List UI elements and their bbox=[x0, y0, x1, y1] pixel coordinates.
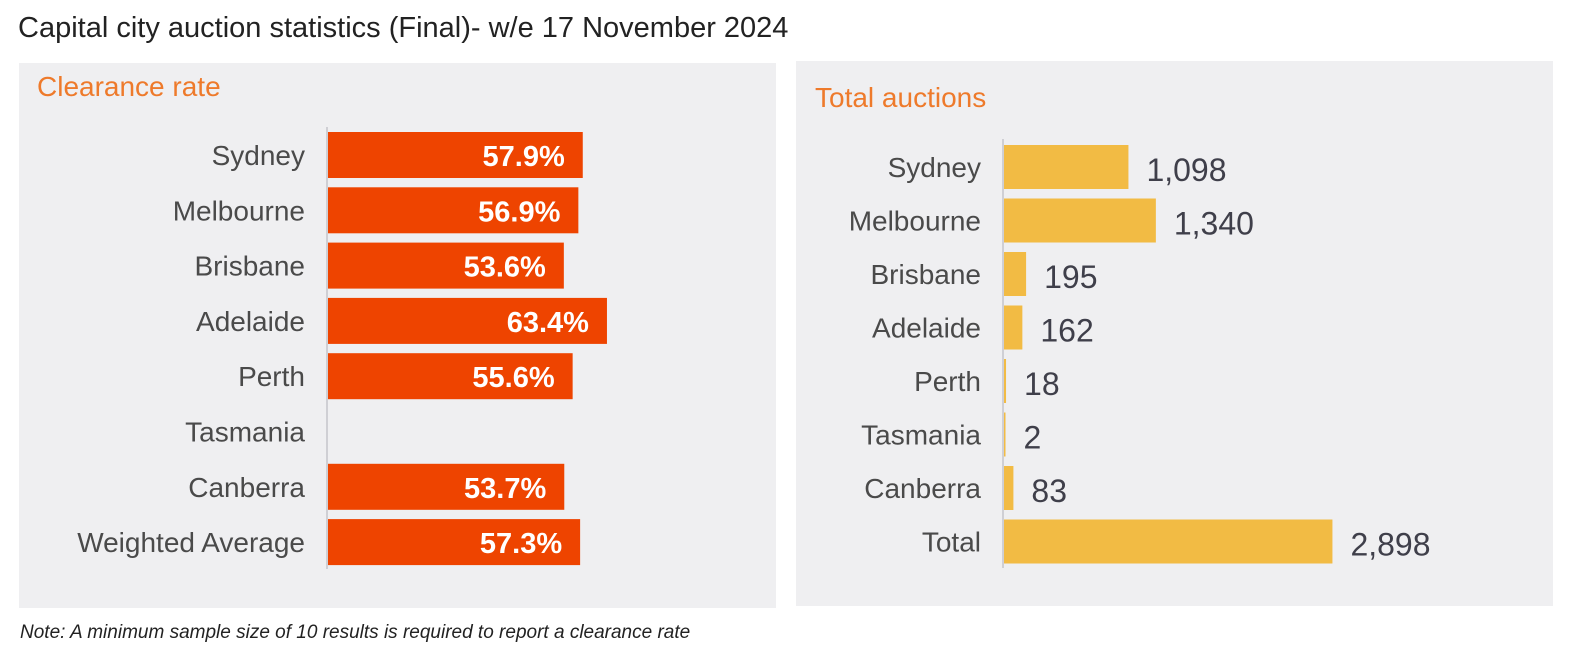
clearance-bar-brisbane bbox=[328, 242, 564, 289]
clearance-value-label-melbourne: 56.9% bbox=[478, 196, 560, 228]
auctions-bar-canberra bbox=[1004, 466, 1014, 510]
clearance-rate-title: Clearance rate bbox=[37, 71, 221, 102]
clearance-value-label-canberra: 53.7% bbox=[464, 473, 546, 505]
auctions-category-label-sydney: Sydney bbox=[888, 152, 981, 183]
clearance-rate-chart: Sydney 57.9% Melbourne 56.9% Brisbane 53.6% Ad… bbox=[77, 127, 607, 569]
clearance-value-label-adelaide: 63.4% bbox=[507, 307, 589, 339]
clearance-bar-sydney bbox=[328, 132, 583, 178]
auctions-value-label-canberra: 83 bbox=[1031, 473, 1067, 509]
auctions-value-label-melbourne: 1,340 bbox=[1174, 206, 1254, 242]
clearance-value-label-weighted-average: 57.3% bbox=[480, 528, 562, 560]
auctions-category-label-melbourne: Melbourne bbox=[849, 206, 981, 237]
clearance-value-label-perth: 55.6% bbox=[472, 362, 554, 394]
auctions-value-label-tasmania: 2 bbox=[1024, 420, 1042, 456]
total-auctions-panel: Total auctions Sydney 1,098 Melbourne 1,340… bbox=[796, 61, 1553, 606]
auctions-value-label-total: 2,898 bbox=[1350, 527, 1430, 563]
auctions-value-label-adelaide: 162 bbox=[1040, 313, 1093, 349]
footnote: Note: A minimum sample size of 10 result… bbox=[20, 622, 691, 643]
auctions-bar-tasmania bbox=[1004, 412, 1006, 457]
clearance-category-label-perth: Perth bbox=[238, 361, 305, 392]
page-title: Capital city auction statistics (Final)-… bbox=[18, 12, 789, 44]
auctions-value-label-sydney: 1,098 bbox=[1146, 152, 1226, 188]
clearance-bar-perth bbox=[328, 353, 573, 400]
clearance-category-label-canberra: Canberra bbox=[188, 472, 305, 503]
auctions-bar-brisbane bbox=[1004, 252, 1027, 296]
clearance-bar-canberra bbox=[328, 463, 565, 510]
auctions-bar-adelaide bbox=[1004, 305, 1023, 350]
auctions-bar-perth bbox=[1004, 359, 1007, 403]
auctions-category-label-brisbane: Brisbane bbox=[870, 259, 981, 290]
auctions-bar-sydney bbox=[1004, 145, 1129, 189]
clearance-bar-melbourne bbox=[328, 187, 579, 234]
clearance-category-label-sydney: Sydney bbox=[212, 140, 305, 171]
clearance-bar-adelaide bbox=[328, 297, 607, 344]
auctions-bar-total bbox=[1004, 519, 1333, 564]
auctions-value-label-brisbane: 195 bbox=[1044, 259, 1097, 295]
auctions-category-label-tasmania: Tasmania bbox=[861, 420, 981, 451]
total-auctions-chart: Sydney 1,098 Melbourne 1,340 Brisbane 195 Adel… bbox=[849, 139, 1431, 568]
auctions-category-label-perth: Perth bbox=[914, 366, 981, 397]
total-auctions-title: Total auctions bbox=[815, 82, 987, 113]
auctions-category-label-total: Total bbox=[922, 527, 981, 558]
auctions-value-label-perth: 18 bbox=[1024, 366, 1060, 402]
clearance-category-label-weighted-average: Weighted Average bbox=[77, 527, 305, 558]
clearance-category-label-adelaide: Adelaide bbox=[196, 306, 305, 337]
clearance-category-label-brisbane: Brisbane bbox=[194, 251, 305, 282]
auctions-bar-melbourne bbox=[1004, 198, 1156, 243]
clearance-category-label-tasmania: Tasmania bbox=[185, 417, 305, 448]
clearance-bar-weighted-average bbox=[328, 519, 581, 566]
clearance-category-label-melbourne: Melbourne bbox=[173, 195, 305, 226]
clearance-value-label-brisbane: 53.6% bbox=[464, 252, 546, 284]
auctions-category-label-canberra: Canberra bbox=[864, 473, 981, 504]
clearance-rate-panel: Clearance rate Sydney 57.9% Melbourne 56.9%… bbox=[19, 63, 776, 608]
auctions-category-label-adelaide: Adelaide bbox=[872, 313, 981, 344]
clearance-value-label-sydney: 57.9% bbox=[483, 141, 565, 173]
